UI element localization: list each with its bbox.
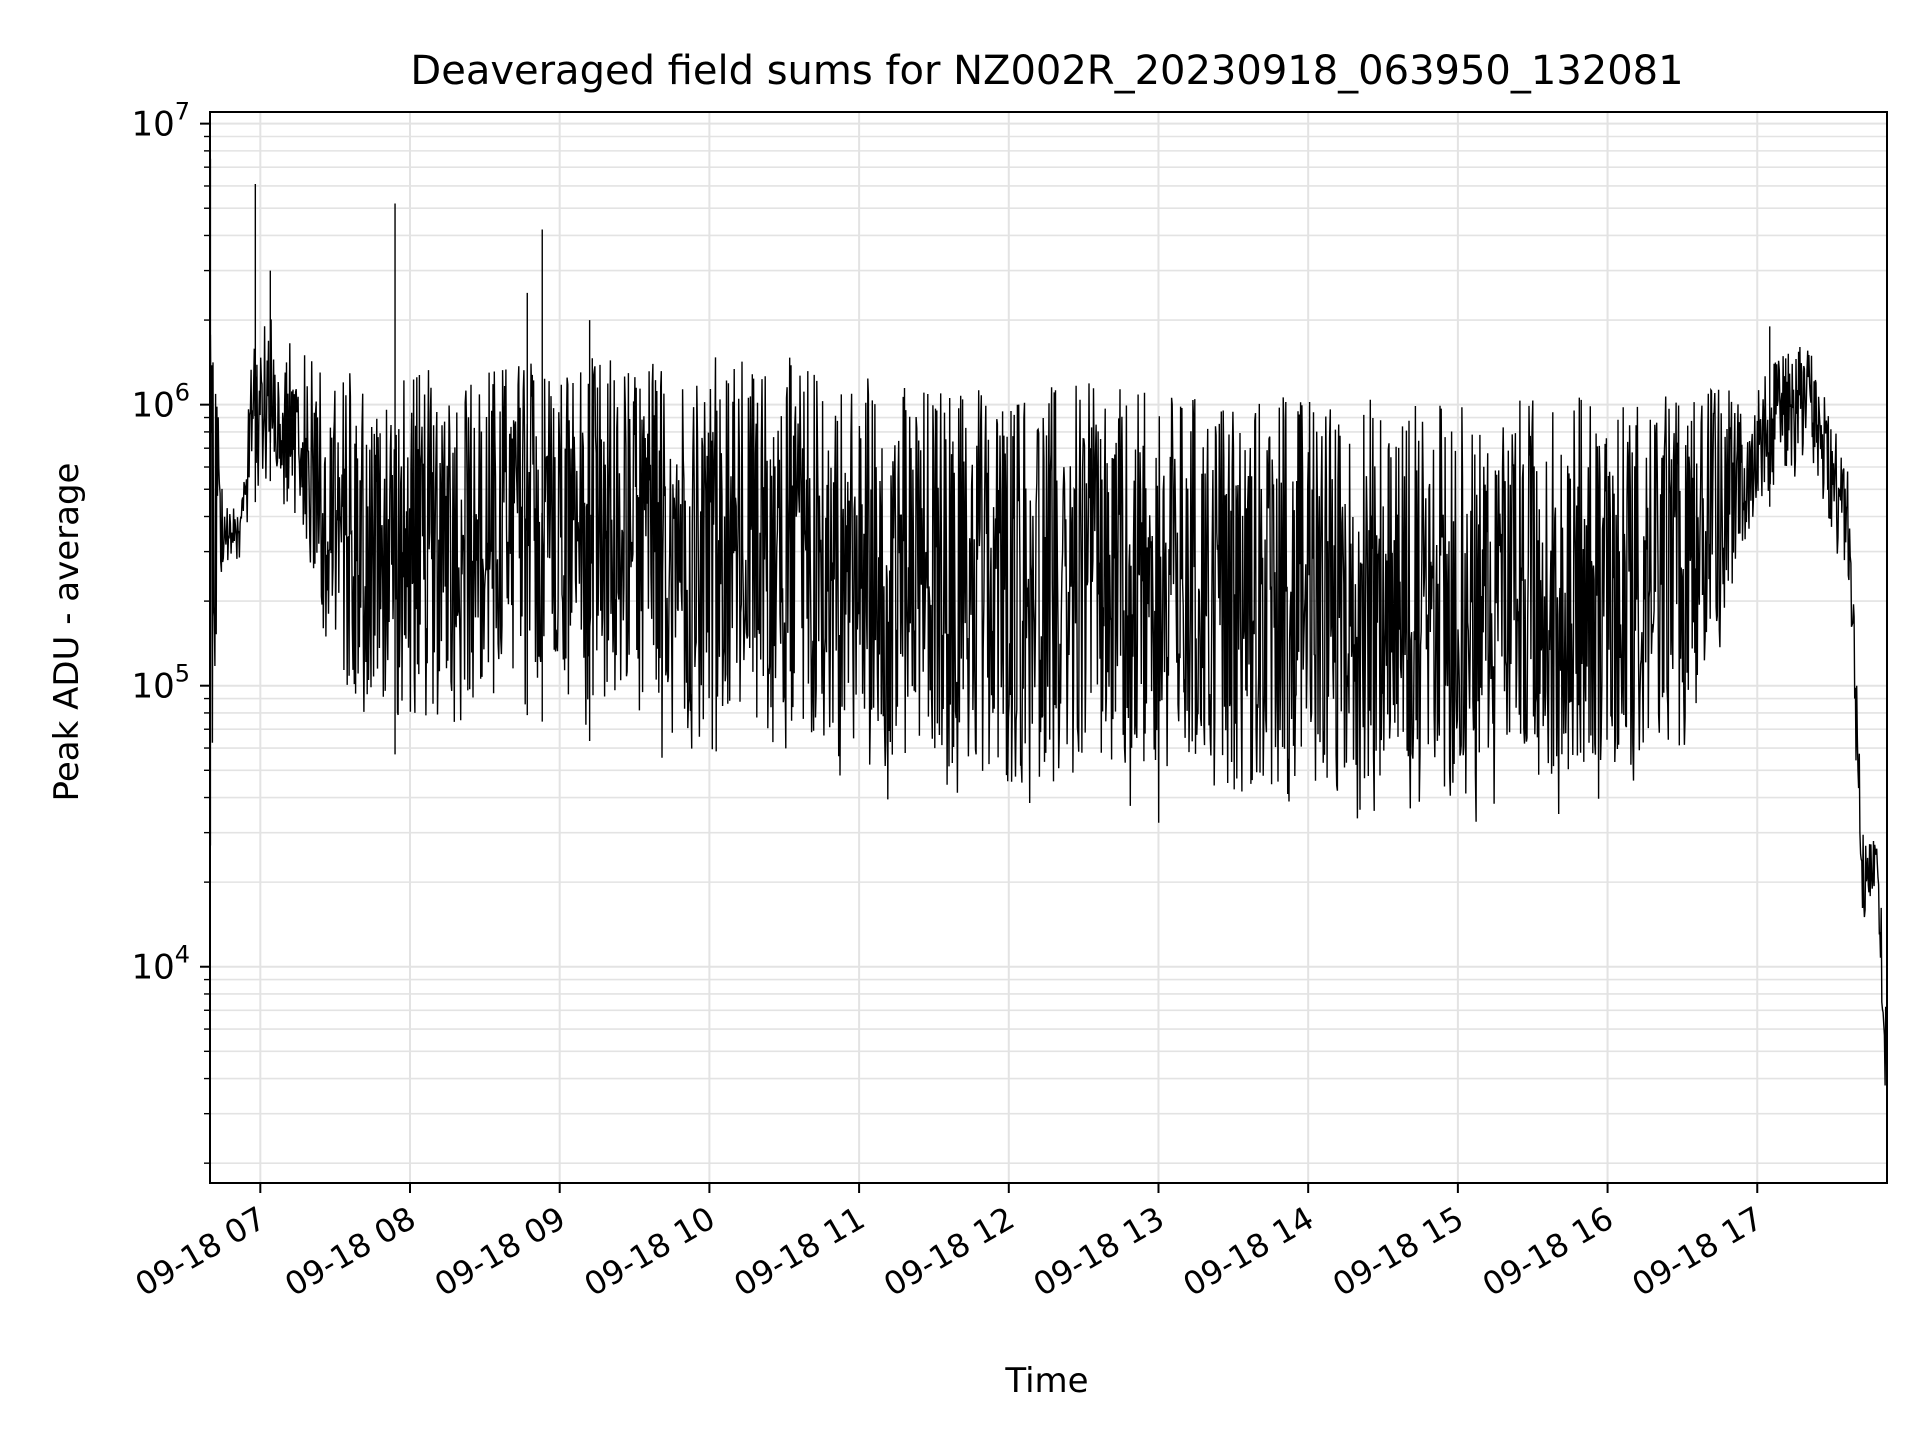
y-tick-base: 10	[131, 667, 174, 707]
x-axis-label: Time	[1004, 1361, 1088, 1401]
series-line	[209, 319, 1888, 1111]
y-tick-base: 10	[131, 386, 174, 426]
y-tick-exponent: 4	[175, 941, 190, 969]
y-axis-label: Peak ADU - average	[47, 463, 87, 802]
plot-frame	[209, 111, 1888, 1184]
chart-title: Deaveraged field sums for NZ002R_2023091…	[410, 48, 1683, 94]
y-tick-label: 105	[131, 660, 190, 707]
y-tick-exponent: 6	[175, 379, 190, 407]
y-tick-exponent: 5	[175, 660, 190, 688]
y-tick-label: 107	[131, 98, 190, 145]
y-tick-exponent: 7	[175, 98, 190, 126]
y-tick-label: 106	[131, 379, 190, 426]
y-tick-label: 104	[131, 941, 190, 988]
y-tick-base: 10	[131, 948, 174, 988]
y-tick-base: 10	[131, 105, 174, 145]
data-series	[209, 158, 1888, 1111]
